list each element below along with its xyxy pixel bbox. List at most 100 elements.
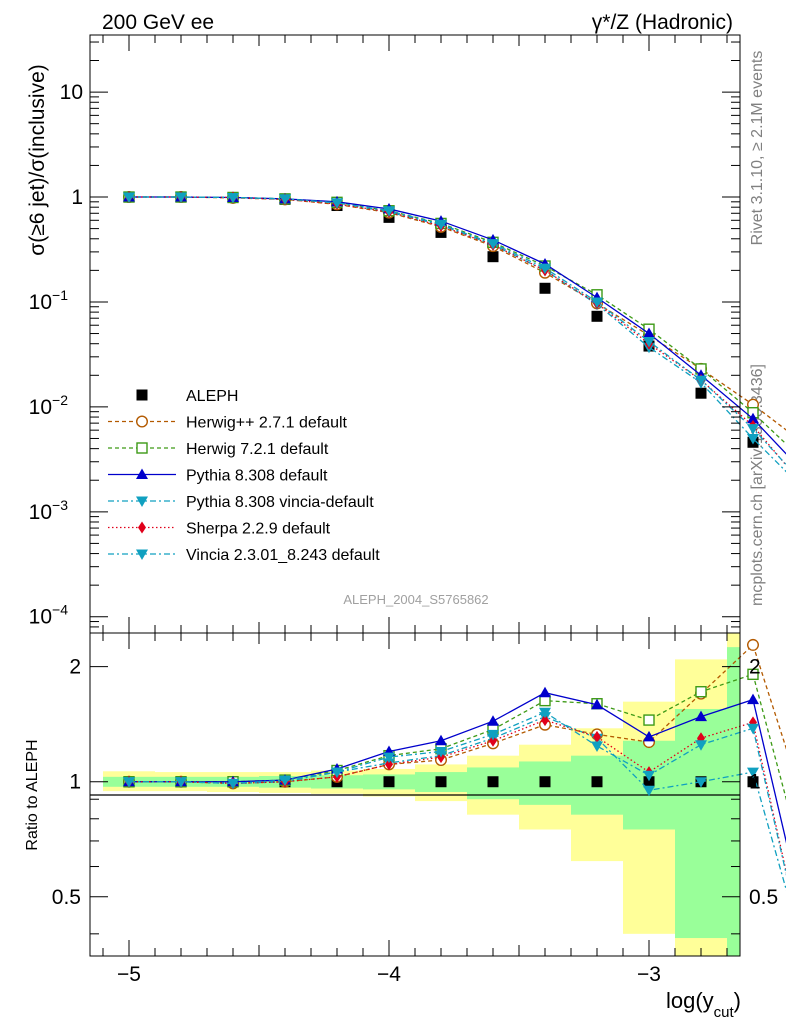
ratio-panel: Ratio to ALEPH 0.5 0.51 12 2−5 −4 −3 log(ycut… <box>24 632 786 1021</box>
ratio-band-inner <box>727 647 740 956</box>
ratio-data-point <box>643 730 655 742</box>
main-data-point <box>487 251 499 263</box>
ratio-data-point <box>591 698 603 710</box>
ratio-data-point <box>435 734 447 746</box>
ratio-data-point <box>747 767 759 779</box>
ratio-data-point <box>487 715 499 726</box>
ratio-data-point <box>541 714 549 727</box>
x-tick-label: −3 <box>637 963 661 986</box>
legend-marker <box>135 415 148 428</box>
ratio-data-point <box>539 707 551 719</box>
ratio-data-point <box>593 730 601 743</box>
ratio-data-point <box>487 729 499 741</box>
ratio-data-point <box>695 710 707 722</box>
ratio-data-point <box>695 686 707 698</box>
ratio-data-point <box>643 770 655 782</box>
ratio-plot-marks <box>122 638 786 892</box>
main-data-point <box>175 192 187 204</box>
main-data-point <box>435 219 447 231</box>
ratio-reference-point <box>643 776 655 788</box>
main-data-point <box>695 387 707 399</box>
ratio-data-point <box>175 777 187 788</box>
ratio-reference-point <box>747 776 759 788</box>
ratio-data-point <box>747 693 759 705</box>
legend-label: Herwig++ 2.7.1 default <box>186 415 348 432</box>
header-right-label: γ*/Z (Hadronic) <box>592 11 733 34</box>
ratio-data-point <box>489 734 497 747</box>
main-data-point <box>591 310 603 322</box>
ratio-y-axis-label: Ratio to ALEPH <box>24 739 41 850</box>
analysis-watermark: ALEPH_2004_S5765862 <box>343 592 488 607</box>
legend-label: Pythia 8.308 default <box>186 468 328 485</box>
ratio-y-tick-label: 0.5 <box>52 886 81 909</box>
main-y-tick-label: 10 <box>60 81 83 104</box>
main-data-point <box>591 297 603 308</box>
ratio-reference-point <box>435 776 447 788</box>
ratio-data-point <box>331 767 343 779</box>
ratio-data-point <box>227 778 239 790</box>
ratio-data-point <box>435 746 447 758</box>
main-data-point <box>123 192 135 204</box>
ratio-data-point <box>695 740 707 751</box>
ratio-y-tick-label-right: 0.5 <box>749 886 778 909</box>
main-data-point <box>383 206 395 217</box>
ratio-data-point <box>539 686 551 698</box>
ratio-data-point <box>383 752 395 764</box>
legend-label: Pythia 8.308 vincia-default <box>186 494 374 511</box>
legend-label: Herwig 7.2.1 default <box>186 441 329 458</box>
main-data-point <box>643 327 655 339</box>
ratio-data-point <box>123 777 135 788</box>
ratio-series-line <box>129 711 786 876</box>
legend-marker <box>136 442 148 454</box>
legend-label: Vincia 2.3.01_8.243 default <box>186 547 380 564</box>
ratio-data-point <box>747 638 760 651</box>
ratio-frame <box>89 632 741 957</box>
main-y-tick-label: 1 <box>71 186 83 209</box>
legend-label: ALEPH <box>186 388 238 405</box>
main-data-point <box>747 433 759 445</box>
ratio-reference-point <box>487 776 499 788</box>
main-y-tick-exponent: −4 <box>52 602 68 618</box>
x-tick-label: −5 <box>117 963 141 986</box>
main-data-point <box>227 192 239 204</box>
x-tick-label: −4 <box>377 963 401 986</box>
legend-marker <box>136 389 148 401</box>
ratio-data-point <box>279 775 291 787</box>
ratio-data-point <box>385 758 393 771</box>
ratio-data-point <box>747 668 759 681</box>
main-data-point <box>279 194 291 205</box>
ratio-data-point <box>643 714 655 726</box>
rivet-version-label: Rivet 3.1.10, ≥ 2.1M events <box>749 51 766 246</box>
main-data-point <box>695 375 707 387</box>
ratio-reference-point <box>383 776 395 788</box>
main-data-point <box>539 263 551 275</box>
ratio-data-point <box>591 741 603 753</box>
main-y-tick-exponent: −2 <box>52 392 68 408</box>
legend-marker <box>136 496 148 507</box>
ratio-y-tick-label: 1 <box>69 771 81 794</box>
legend: ALEPH Herwig++ 2.7.1 default Herwig 7.2.1 … <box>108 388 380 564</box>
ratio-data-point <box>695 777 707 788</box>
legend-marker <box>138 521 146 534</box>
main-series-line <box>129 196 786 466</box>
main-data-point <box>539 282 551 294</box>
ratio-data-point <box>747 723 759 735</box>
main-data-point <box>331 198 343 209</box>
ratio-y-tick-label-right: 1 <box>749 771 761 794</box>
legend-marker <box>136 549 148 560</box>
ratio-y-tick-label-right: 2 <box>749 656 761 679</box>
ratio-data-point <box>643 785 655 797</box>
main-plot-marks <box>122 191 786 473</box>
ratio-reference-point <box>539 776 551 788</box>
main-y-tick-exponent: −3 <box>52 497 68 513</box>
main-data-point <box>643 336 655 348</box>
legend-marker <box>136 468 148 479</box>
main-y-axis-label: σ(≥6 jet)/σ(inclusive) <box>26 64 49 255</box>
ratio-y-tick-label: 2 <box>69 656 81 679</box>
main-data-point <box>747 412 759 424</box>
main-data-point <box>747 424 759 435</box>
ratio-series-line <box>129 691 786 844</box>
legend-label: Sherpa 2.2.9 default <box>186 521 331 538</box>
ratio-reference-point <box>591 776 603 788</box>
